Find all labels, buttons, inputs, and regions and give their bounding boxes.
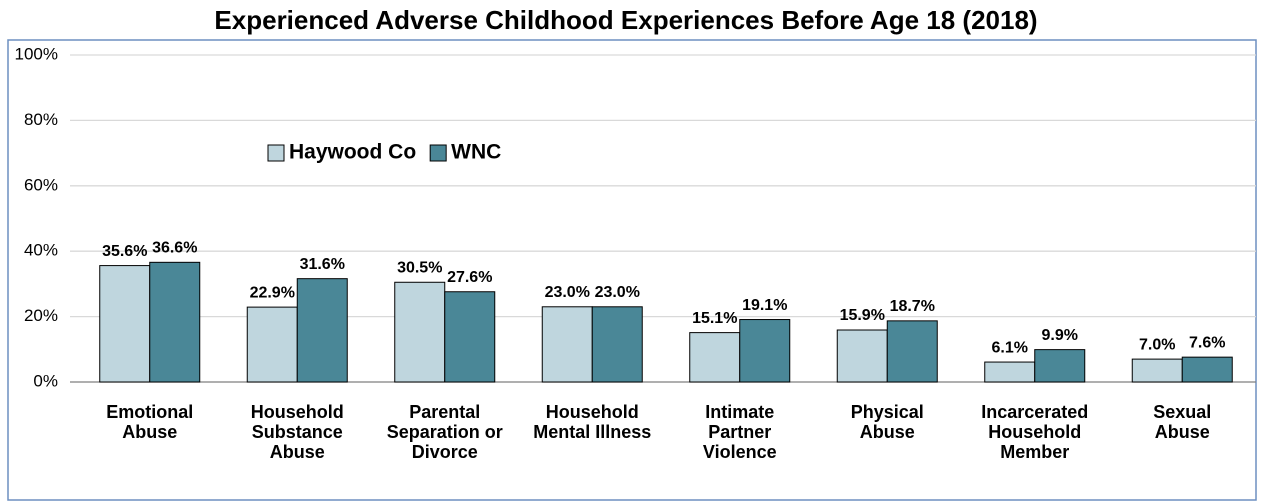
legend-swatch — [429, 144, 447, 162]
x-tick-label: Household — [251, 402, 344, 422]
data-label: 27.6% — [447, 269, 492, 286]
x-tick-label: Abuse — [860, 422, 915, 442]
x-tick-label: Household — [546, 402, 639, 422]
data-label: 31.6% — [300, 256, 345, 273]
data-label: 19.1% — [742, 297, 787, 314]
bar — [99, 265, 151, 383]
x-tick-label: Mental Illness — [533, 422, 651, 442]
data-label: 30.5% — [397, 259, 442, 276]
x-tick-label: Violence — [703, 442, 777, 462]
data-label: 9.9% — [1042, 327, 1078, 344]
y-tick-label: 0% — [33, 371, 58, 390]
data-label: 36.6% — [152, 240, 197, 257]
x-tick-label: Separation or — [387, 422, 503, 442]
bar — [296, 278, 348, 383]
data-label: 7.0% — [1139, 336, 1175, 353]
bar — [1181, 356, 1233, 383]
x-tick-label: Sexual — [1153, 402, 1211, 422]
chart-title: Experienced Adverse Childhood Experience… — [214, 5, 1037, 35]
legend-label: WNC — [451, 141, 501, 164]
data-label: 18.7% — [890, 298, 935, 315]
data-label: 6.1% — [992, 339, 1028, 356]
x-tick-label: Parental — [409, 402, 480, 422]
chart-border — [7, 39, 1257, 501]
x-tick-label: Abuse — [122, 422, 177, 442]
y-tick-label: 100% — [15, 44, 58, 63]
x-tick-label: Incarcerated — [981, 402, 1088, 422]
bar — [689, 332, 741, 383]
data-label: 15.1% — [692, 310, 737, 327]
x-tick-label: Member — [1000, 442, 1069, 462]
bar — [836, 329, 888, 383]
bar — [394, 281, 446, 383]
x-tick-label: Partner — [708, 422, 771, 442]
data-label: 22.9% — [250, 284, 295, 301]
data-label: 15.9% — [840, 307, 885, 324]
x-tick-label: Physical — [851, 402, 924, 422]
x-tick-label: Abuse — [270, 442, 325, 462]
x-tick-label: Substance — [252, 422, 343, 442]
x-tick-label: Intimate — [705, 402, 774, 422]
y-tick-label: 40% — [24, 241, 58, 260]
bar — [1034, 349, 1086, 383]
bar — [739, 319, 791, 383]
bar — [246, 306, 298, 383]
data-label: 23.0% — [595, 284, 640, 301]
legend-swatch — [267, 144, 285, 162]
y-tick-label: 80% — [24, 110, 58, 129]
bar — [149, 261, 201, 383]
bar — [541, 306, 593, 383]
x-tick-label: Divorce — [412, 442, 478, 462]
bar — [444, 291, 496, 383]
bar — [984, 361, 1036, 383]
data-label: 35.6% — [102, 243, 147, 260]
y-tick-label: 60% — [24, 175, 58, 194]
x-tick-label: Household — [988, 422, 1081, 442]
x-tick-label: Abuse — [1155, 422, 1210, 442]
bar — [886, 320, 938, 383]
bar — [591, 306, 643, 383]
bar — [1131, 358, 1183, 383]
data-label: 7.6% — [1189, 334, 1225, 351]
legend-label: Haywood Co — [289, 141, 416, 164]
data-label: 23.0% — [545, 284, 590, 301]
y-tick-label: 20% — [24, 306, 58, 325]
x-tick-label: Emotional — [106, 402, 193, 422]
